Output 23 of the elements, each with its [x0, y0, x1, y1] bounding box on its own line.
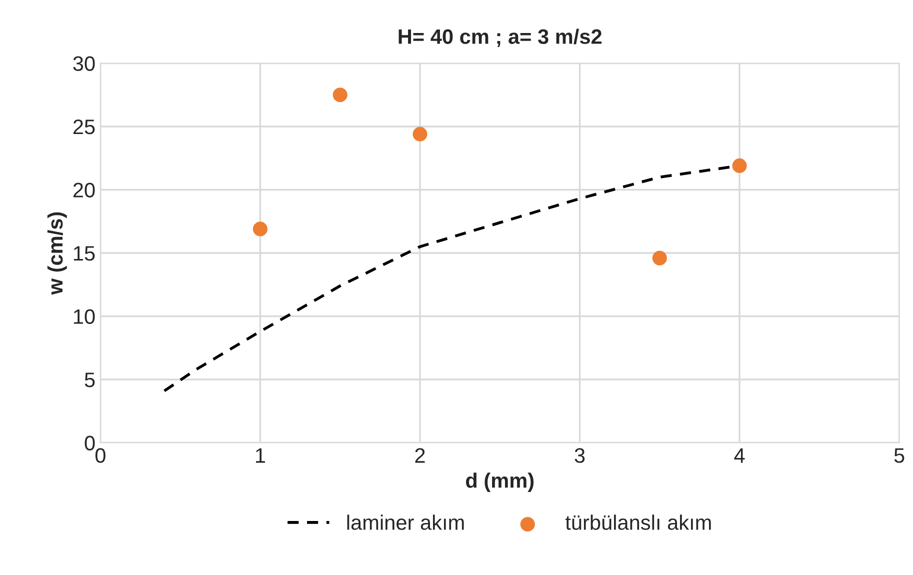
x-tick-label: 0: [95, 448, 106, 463]
x-tick-label: 5: [894, 448, 904, 463]
x-axis-title: d (mm): [466, 472, 534, 492]
legend-label: laminer akım: [347, 514, 464, 530]
x-tick-label: 3: [574, 448, 585, 463]
point: [252, 222, 268, 236]
x-tick-label: 1: [256, 448, 265, 463]
y-tick-label: 20: [73, 182, 95, 198]
x-tick-label: 2: [415, 448, 425, 463]
point: [652, 250, 667, 266]
y-tick-label: 15: [74, 246, 95, 261]
y-tick-label: 30: [73, 56, 95, 72]
y-tick-label: 0: [84, 436, 95, 451]
point: [412, 126, 428, 142]
x-tick-label: 4: [734, 448, 745, 463]
point: [732, 158, 747, 173]
legend-label: türbülanslı akım: [565, 514, 711, 530]
y-axis-title: w (cm/s): [47, 212, 67, 295]
y-tick-label: 10: [74, 309, 95, 324]
y-tick-label: 25: [73, 120, 95, 134]
point: [332, 88, 348, 102]
chart-title: H= 40 cm ; a= 3 m/s2: [398, 28, 602, 48]
y-tick-label: 5: [84, 372, 95, 388]
